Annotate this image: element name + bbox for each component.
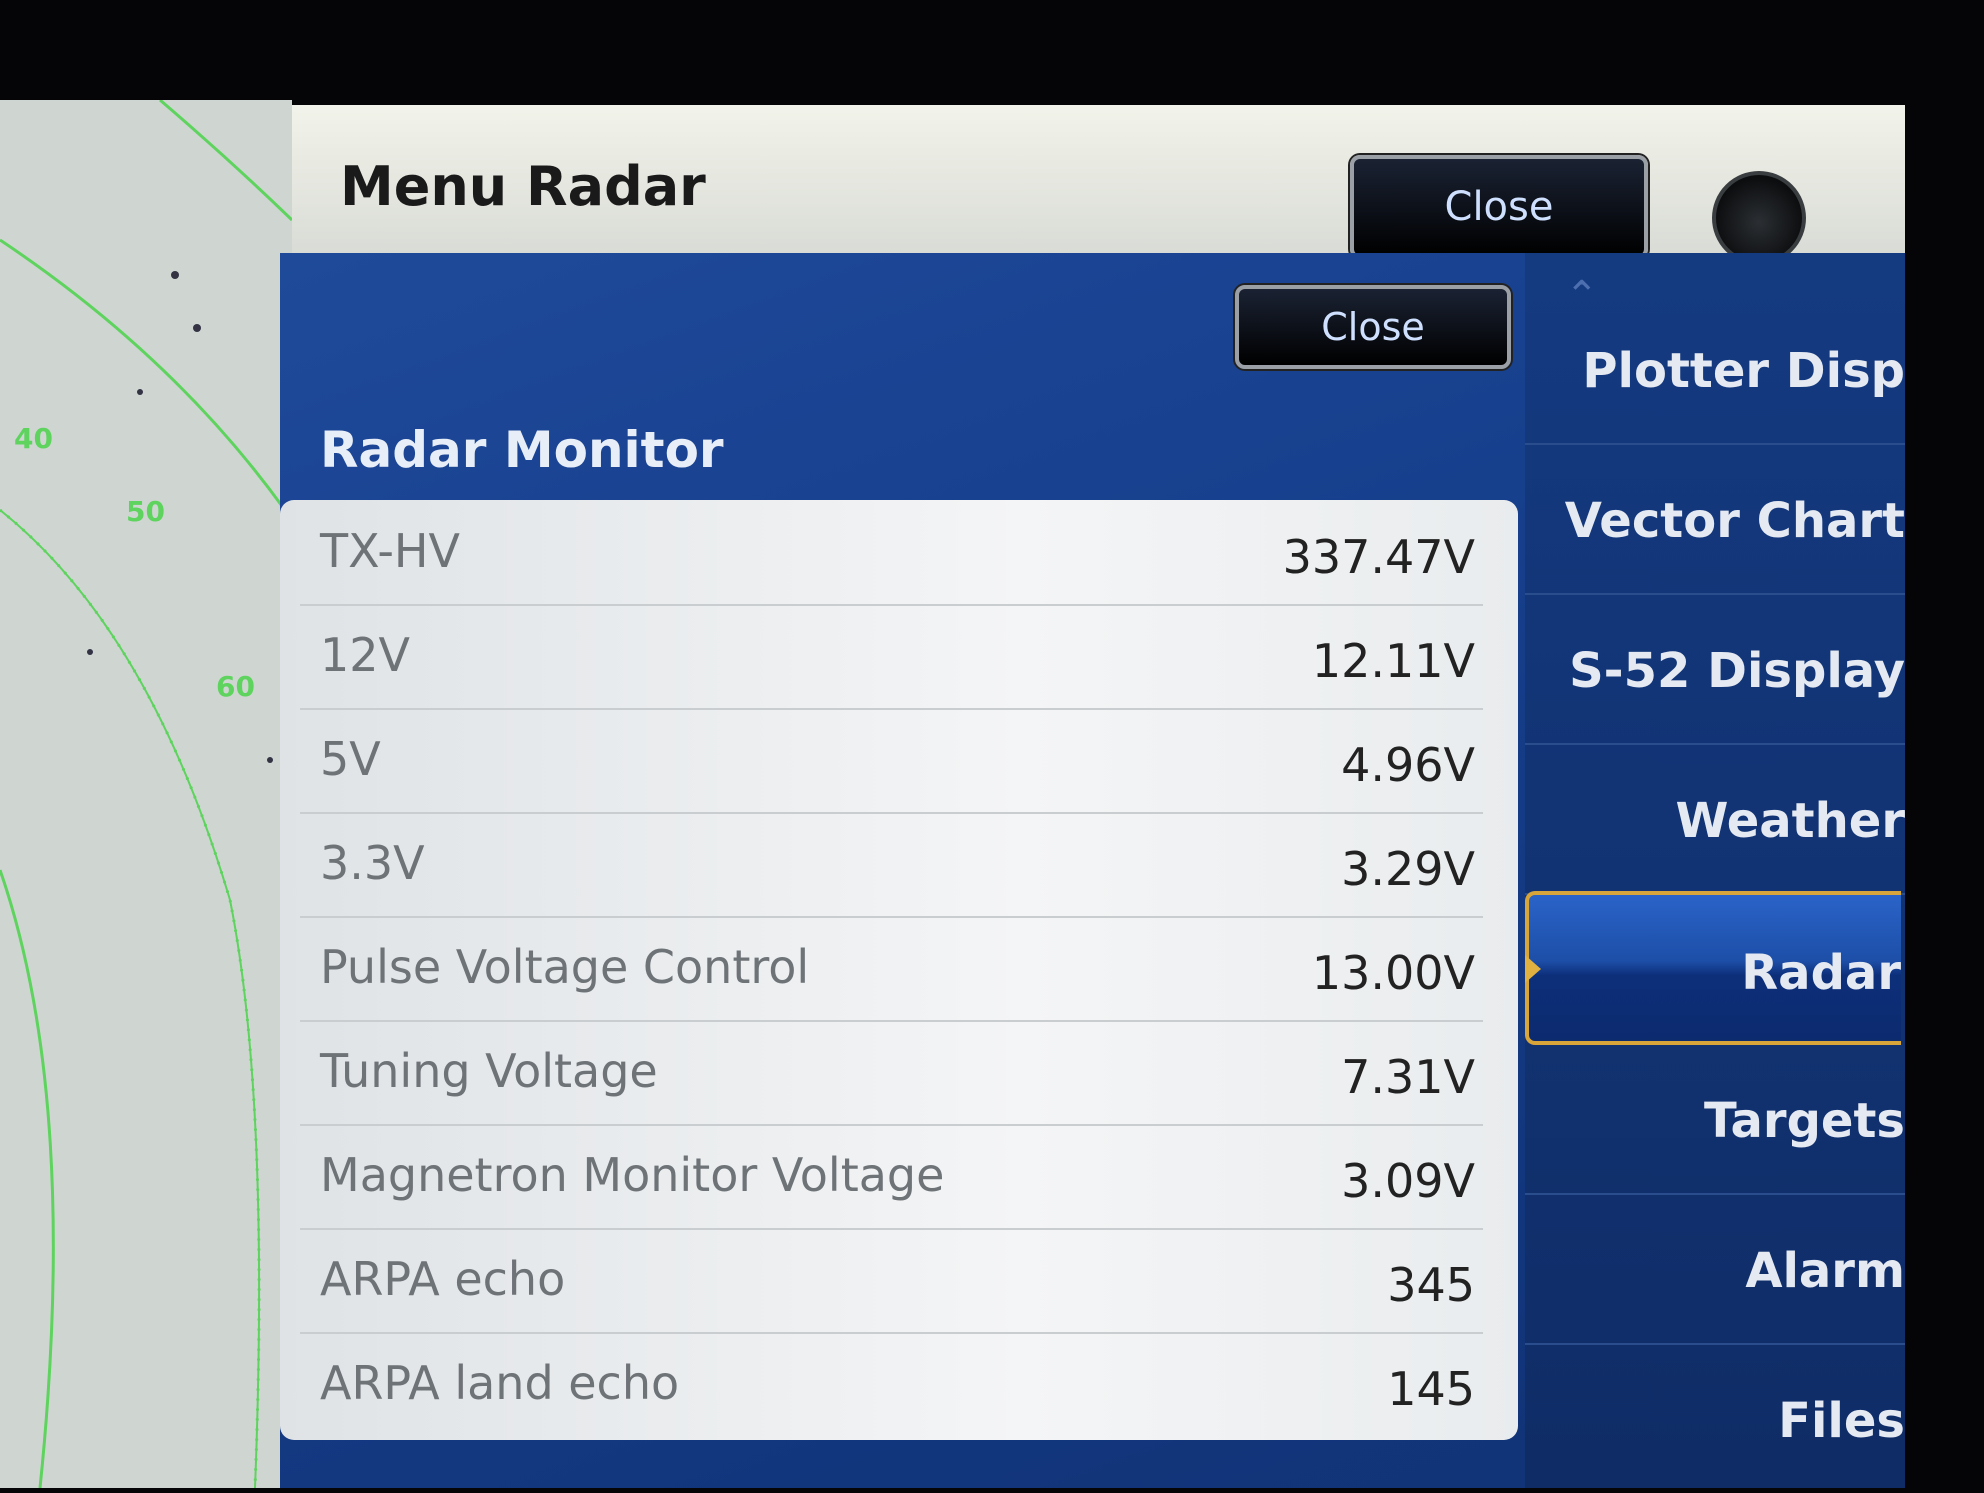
nav-item-label: Vector Chart [1564,493,1905,549]
radar-monitor-panel: Close Radar Monitor TX-HV 337.47V 12V 12.1… [280,253,1525,1488]
row-label: Pulse Voltage Control [320,940,810,994]
monitor-row: 5V 4.96V [300,708,1483,814]
row-value: 337.47V [1282,530,1475,584]
monitor-list: TX-HV 337.47V 12V 12.11V 5V 4.96V 3.3V 3.29V… [280,500,1518,1440]
nav-item-label: Files [1778,1393,1905,1449]
nav-item-label: Weather [1675,793,1905,849]
row-label: Tuning Voltage [320,1044,658,1098]
menu-title: Menu Radar [340,155,706,218]
range-label: 50 [126,495,165,528]
close-menu-button[interactable]: Close [1350,155,1648,259]
panel-title: Radar Monitor [320,421,724,479]
row-value: 7.31V [1341,1050,1475,1104]
monitor-row: Pulse Voltage Control 13.00V [300,916,1483,1022]
nav-item-label: Alarm [1745,1243,1905,1299]
monitor-row: Tuning Voltage 7.31V [300,1020,1483,1126]
radar-rings [0,100,292,1488]
row-label: 12V [320,628,411,682]
scroll-up-icon[interactable]: ⌃ [1565,273,1599,319]
row-value: 3.09V [1341,1154,1475,1208]
row-value: 12.11V [1311,634,1475,688]
nav-item-radar[interactable]: Radar [1525,891,1901,1045]
menu-header: Menu Radar Close [292,105,1905,265]
row-value: 345 [1387,1258,1475,1312]
monitor-row: ARPA land echo 145 [300,1332,1483,1436]
close-panel-button[interactable]: Close [1235,285,1511,369]
screen-bezel [1905,0,1984,1488]
monitor-row: ARPA echo 345 [300,1228,1483,1334]
nav-item-weather[interactable]: Weather [1525,743,1905,895]
menu-nav: ⌃ Plotter Disp Vector Chart S-52 Display… [1525,253,1905,1488]
nav-item-label: Radar [1741,945,1901,1001]
nav-item-label: S-52 Display [1569,643,1905,699]
nav-item-alarm[interactable]: Alarm [1525,1193,1905,1345]
row-value: 13.00V [1311,946,1475,1000]
nav-item-s52-display[interactable]: S-52 Display [1525,593,1905,745]
row-label: 5V [320,732,381,786]
row-label: TX-HV [320,524,460,578]
nav-item-plotter-display[interactable]: Plotter Disp [1525,293,1905,445]
nav-item-label: Plotter Disp [1582,343,1905,399]
nav-item-targets[interactable]: Targets [1525,1043,1905,1195]
monitor-row: 12V 12.11V [300,604,1483,710]
monitor-row: TX-HV 337.47V [300,500,1483,606]
knob-icon[interactable] [1712,171,1806,265]
row-value: 145 [1387,1362,1475,1416]
row-label: ARPA land echo [320,1356,680,1410]
range-label: 60 [216,670,255,703]
row-label: 3.3V [320,836,425,890]
row-label: ARPA echo [320,1252,566,1306]
nav-item-files[interactable]: Files [1525,1343,1905,1493]
row-value: 4.96V [1341,738,1475,792]
row-value: 3.29V [1341,842,1475,896]
row-label: Magnetron Monitor Voltage [320,1148,945,1202]
monitor-row: Magnetron Monitor Voltage 3.09V [300,1124,1483,1230]
radar-view[interactable]: 40 50 60 [0,100,292,1488]
monitor-row: 3.3V 3.29V [300,812,1483,918]
nav-item-vector-chart[interactable]: Vector Chart [1525,443,1905,595]
range-label: 40 [14,422,53,455]
nav-item-label: Targets [1703,1093,1905,1149]
